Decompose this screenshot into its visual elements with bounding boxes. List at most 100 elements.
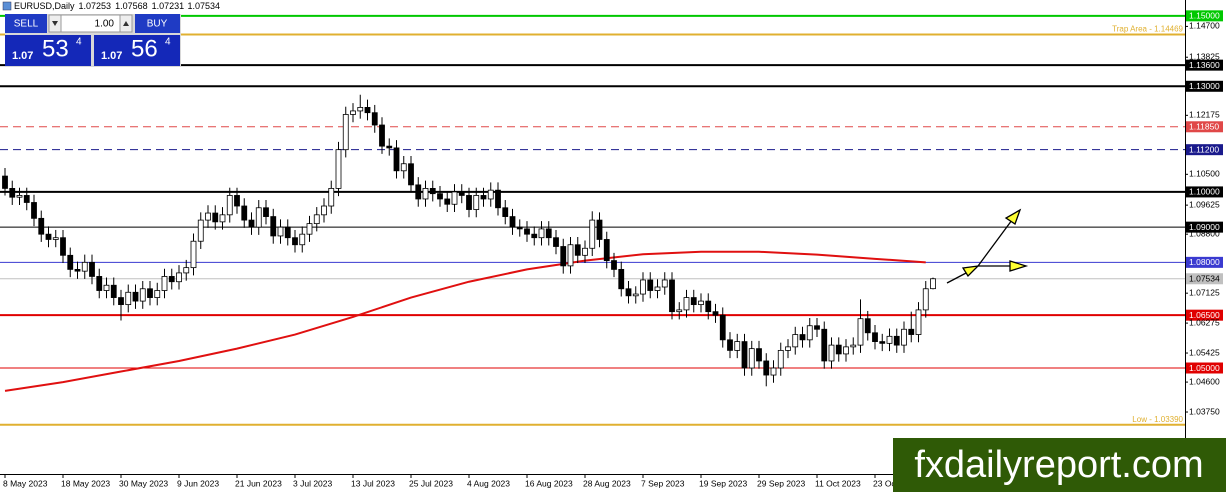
x-tick-label: 8 May 2023 — [3, 478, 48, 488]
level-label: 1.08000 — [1189, 257, 1220, 267]
annotation-arrows — [946, 208, 1029, 284]
x-tick-label: 7 Sep 2023 — [641, 478, 685, 488]
candle-body — [451, 191, 458, 205]
header: EURUSD,Daily 1.07253 1.07568 1.07231 1.07534 — [2, 1, 220, 11]
logo-background — [893, 438, 1226, 492]
candle-body — [350, 110, 356, 115]
candle-body — [284, 226, 291, 239]
candle-body — [647, 279, 654, 291]
candle-body — [31, 202, 37, 219]
arrow-head — [1004, 208, 1022, 226]
candle-body — [277, 226, 284, 237]
candle-body — [60, 237, 66, 256]
level-label: 1.10000 — [1189, 187, 1220, 197]
candle-body — [415, 184, 422, 200]
ask-box[interactable] — [94, 35, 180, 66]
candle-body — [879, 341, 886, 344]
candle-body — [400, 163, 407, 172]
candle-body — [632, 293, 639, 297]
candle-body — [872, 332, 878, 342]
down-icon — [52, 21, 58, 26]
candle-body — [611, 260, 617, 270]
candle-body — [719, 314, 726, 341]
symbol: EURUSD,Daily — [14, 1, 75, 11]
sell-button[interactable] — [5, 14, 47, 33]
candle-body — [52, 237, 59, 240]
candle-body — [422, 188, 429, 200]
candle-body — [176, 272, 182, 283]
candle-body — [371, 112, 378, 126]
level-label: 1.11200 — [1189, 144, 1219, 154]
arrow-head — [961, 265, 980, 278]
candle-body — [676, 309, 683, 313]
candle-body — [241, 205, 248, 221]
candle-body — [806, 325, 813, 341]
candle-body — [792, 334, 799, 348]
candle-body — [763, 360, 770, 376]
candle-body — [147, 288, 153, 298]
candle-body — [727, 339, 733, 351]
level-label-box — [1186, 121, 1223, 133]
level-label: 1.05000 — [1189, 363, 1220, 373]
level-label-box — [1186, 10, 1223, 22]
candle-body — [480, 195, 487, 200]
level-label: 1.11850 — [1189, 122, 1219, 132]
candle-body — [328, 188, 335, 207]
open-value: 1.07253 — [79, 1, 112, 11]
candle-body — [915, 309, 922, 335]
candle-body — [756, 348, 762, 362]
x-tick-label: 11 Oct 2023 — [815, 478, 861, 488]
candle-body — [313, 214, 320, 225]
candle-body — [748, 348, 755, 369]
lot-value: 1.00 — [95, 19, 115, 30]
candle-body — [828, 344, 835, 362]
candle-body — [618, 268, 625, 290]
candle-body — [219, 214, 226, 223]
x-tick-label: 3 Jul 2023 — [293, 478, 332, 488]
candle-body — [67, 254, 74, 270]
y-tick-label: 1.04600 — [1189, 376, 1220, 386]
buy-label: BUY — [147, 19, 168, 30]
x-tick-label: 19 Sep 2023 — [699, 478, 747, 488]
candle-body — [654, 286, 661, 291]
candle-body — [502, 207, 509, 217]
candle-body — [74, 268, 81, 272]
level-label-box — [1186, 59, 1223, 71]
candle-body — [255, 207, 262, 228]
candle-body — [321, 205, 327, 216]
candle-body — [487, 189, 494, 200]
candle-body — [690, 297, 697, 306]
candle-body — [516, 226, 523, 230]
candle-body — [2, 175, 8, 189]
candle-body — [850, 344, 857, 348]
candle-body — [103, 284, 110, 291]
candle-body — [669, 279, 675, 313]
candle-body — [799, 334, 806, 341]
candle-body — [248, 219, 255, 228]
y-tick-label: 1.08800 — [1189, 228, 1220, 238]
y-tick-label: 1.03750 — [1189, 406, 1220, 416]
level-label: 1.07534 — [1189, 274, 1220, 284]
bid-box[interactable] — [5, 35, 91, 66]
candle-body — [429, 188, 436, 195]
candle-body — [226, 195, 233, 216]
candle-body — [698, 300, 704, 306]
x-tick-label: 9 Jun 2023 — [177, 478, 219, 488]
candle-body — [893, 335, 900, 346]
candles — [2, 94, 936, 387]
candle-body — [335, 149, 342, 189]
sell-label: SELL — [14, 19, 39, 30]
candle-body — [299, 233, 306, 246]
close-value: 1.07534 — [187, 1, 220, 11]
level-label-box — [1186, 362, 1223, 374]
level-label: 1.09000 — [1189, 222, 1220, 232]
candle-body — [38, 217, 45, 235]
x-tick-label: 28 Aug 2023 — [583, 478, 631, 488]
candle-body — [531, 233, 538, 239]
candle-body — [110, 284, 117, 298]
buy-button[interactable] — [135, 14, 180, 33]
trade-panel: SELL 1.00 BUY 1.07 53 4 1.07 56 4 — [5, 14, 181, 67]
candle-body — [183, 267, 190, 274]
